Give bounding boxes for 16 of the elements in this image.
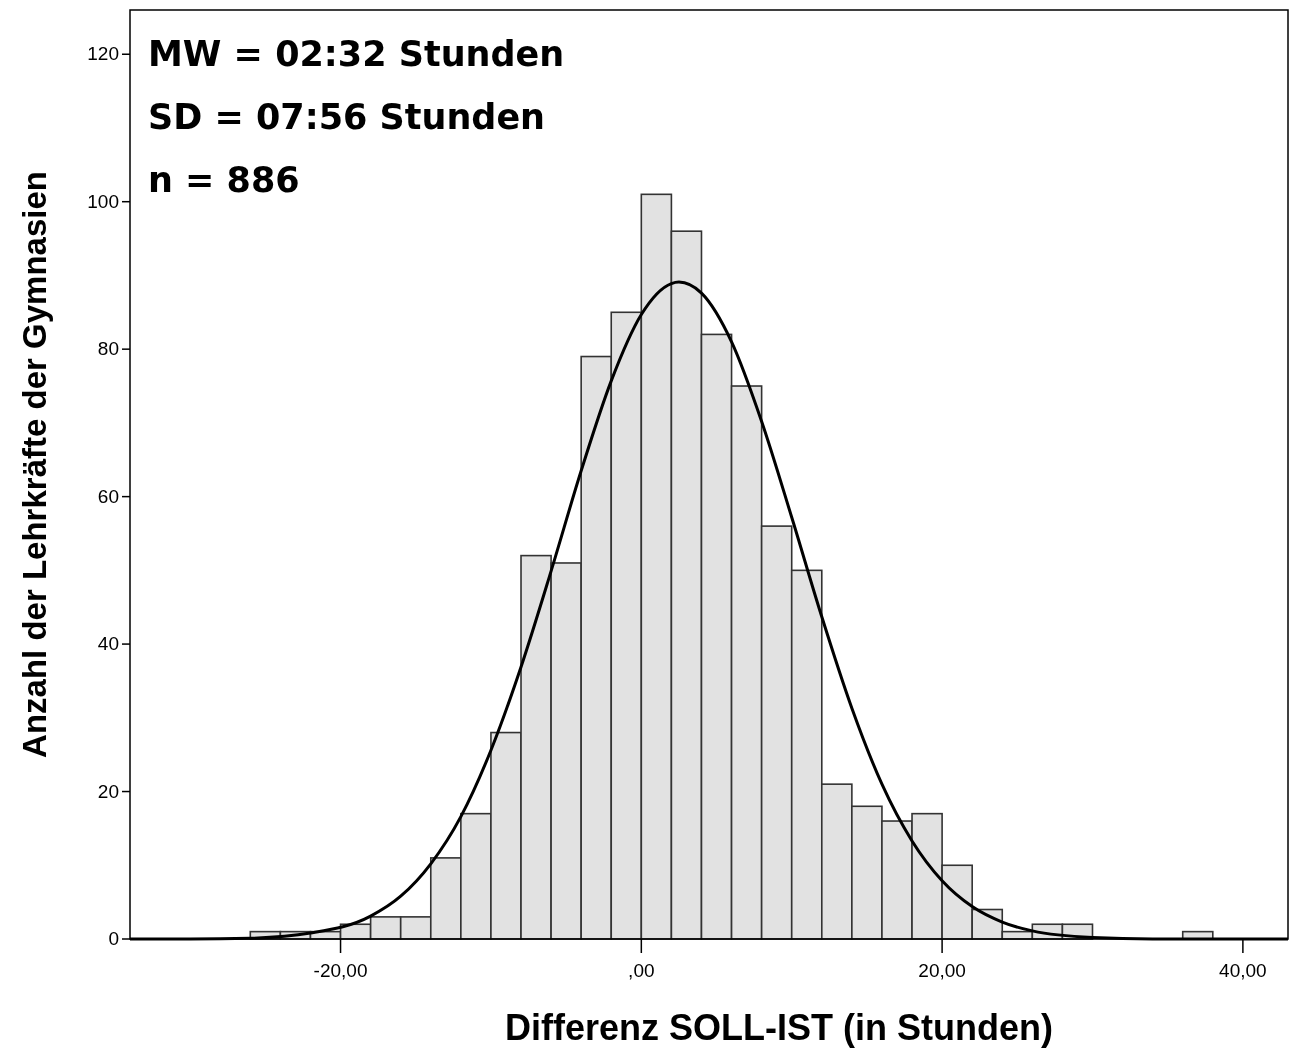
y-axis-title: Anzahl der Lehrkräfte der Gymnasien xyxy=(16,171,53,758)
annotation: MW = 02:32 Stunden xyxy=(148,34,565,74)
annotation: SD = 07:56 Stunden xyxy=(148,97,546,137)
annotation: n = 886 xyxy=(148,160,300,200)
y-tick-label: 100 xyxy=(87,190,119,212)
y-tick-label: 40 xyxy=(97,633,119,655)
x-tick-label: 40,00 xyxy=(1219,960,1267,981)
x-tick-label: ,00 xyxy=(628,960,655,981)
y-tick-label: 120 xyxy=(87,43,119,65)
y-tick-label: 0 xyxy=(108,928,119,949)
y-tick-label: 20 xyxy=(97,780,119,802)
x-tick-label: 20,00 xyxy=(918,960,966,981)
x-tick-label: -20,00 xyxy=(313,960,368,981)
x-axis-title: Differenz SOLL-IST (in Stunden) xyxy=(505,1007,1053,1048)
y-tick-label: 60 xyxy=(97,485,119,507)
y-tick-label: 80 xyxy=(97,338,119,360)
